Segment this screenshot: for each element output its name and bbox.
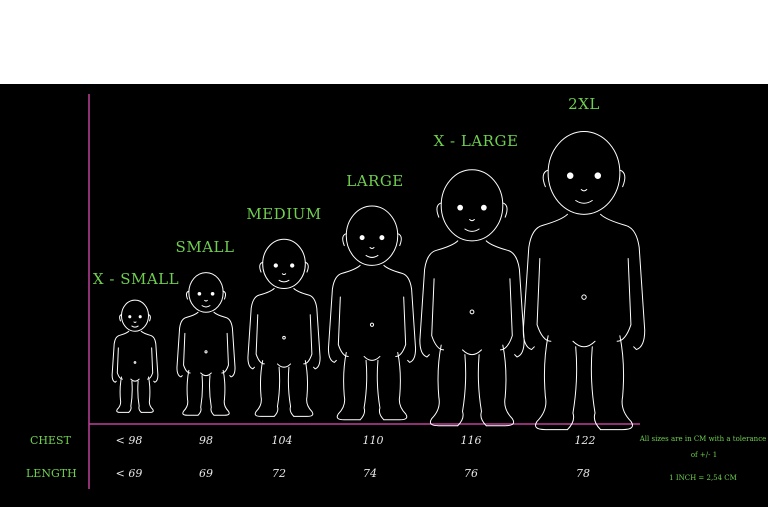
baby-figures: [88, 94, 646, 489]
chest-value-xsmall: < 98: [115, 434, 143, 447]
baby-figure-xlarge: [419, 169, 525, 427]
length-value-xsmall: < 69: [115, 467, 143, 480]
baby-figure-large: [327, 205, 417, 421]
baby-figure-medium: [247, 238, 321, 417]
note-inch-conversion: 1 INCH = 2,54 CM: [669, 474, 737, 482]
note-tolerance-value: of +/- 1: [690, 451, 718, 459]
chest-value-small: 98: [199, 434, 213, 447]
chest-value-xlarge: 116: [460, 434, 482, 447]
chest-value-medium: 104: [271, 434, 293, 447]
row-label-chest: CHEST: [30, 434, 71, 447]
size-label-large: LARGE: [346, 172, 404, 190]
chest-value-large: 110: [362, 434, 384, 447]
size-chart: X - SMALL SMALL MEDIUM LARGE X - LARGE 2…: [0, 84, 768, 507]
length-value-large: 74: [363, 467, 377, 480]
size-label-xsmall: X - SMALL: [92, 270, 180, 288]
length-value-small: 69: [199, 467, 213, 480]
size-label-medium: MEDIUM: [246, 205, 322, 223]
length-value-medium: 72: [272, 467, 286, 480]
note-tolerance: All sizes are in CM with a tolerance: [639, 435, 767, 443]
length-value-2xl: 78: [576, 467, 590, 480]
chest-value-2xl: 122: [574, 434, 596, 447]
length-value-xlarge: 76: [464, 467, 478, 480]
size-label-small: SMALL: [175, 238, 235, 256]
baby-figure-xsmall: [111, 299, 159, 413]
size-label-2xl: 2XL: [568, 95, 600, 113]
baby-figure-small: [176, 272, 236, 416]
size-label-xlarge: X - LARGE: [433, 132, 519, 150]
row-label-length: LENGTH: [26, 467, 77, 480]
baby-figure-2xl: [522, 131, 646, 431]
